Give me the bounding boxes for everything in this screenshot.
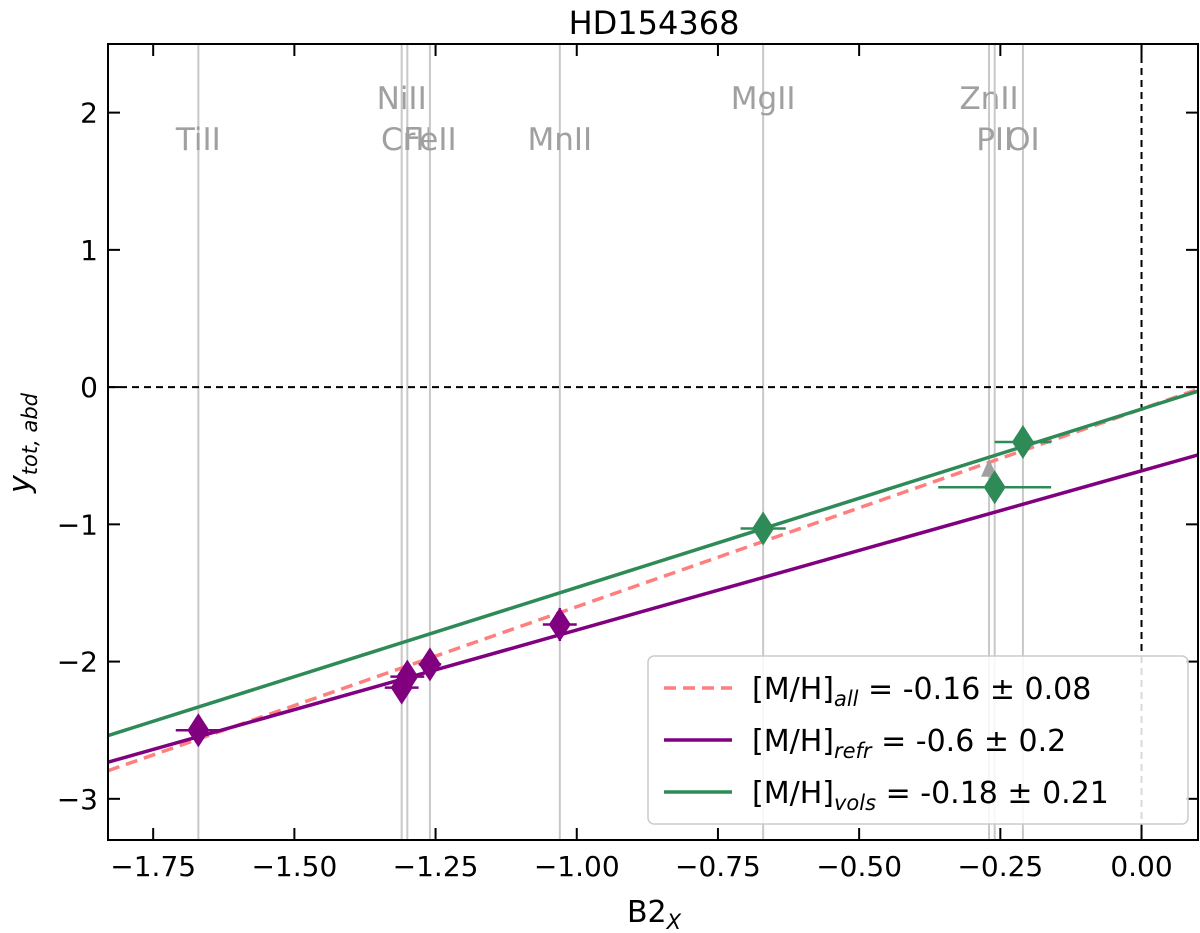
data-point-series-0-4 [548,607,571,642]
y-tick-label: 0 [80,371,98,404]
element-label-oi: OI [1006,122,1040,158]
y-tick-label: −3 [57,783,98,816]
legend-entry-prefix: [M/H] [752,724,834,759]
legend-entry-prefix: [M/H] [752,672,834,707]
y-axis-label-sub: tot, abd [18,392,42,475]
x-tick-label: −0.25 [957,850,1043,883]
data-point-series-1-2 [1011,425,1034,459]
upper-limit-arrow [981,458,998,477]
element-label-tiii: TiII [175,122,221,158]
y-tick-label: 2 [80,97,98,130]
y-tick-label: 1 [80,234,98,267]
x-tick-label: −1.50 [251,850,337,883]
legend-box [647,655,1189,825]
data-point-series-0-0 [187,713,210,748]
x-tick-label: −0.75 [675,850,761,883]
x-axis-label-main: B2 [627,895,667,930]
data-point-series-1-0 [752,511,775,546]
legend-entry-all: [M/H]all = -0.16 ± 0.08 [752,672,1091,711]
legend: [M/H]all = -0.16 ± 0.08[M/H]refr = -0.6 … [647,655,1189,825]
element-label-mnii: MnII [527,122,592,158]
element-label-feii: FeII [403,122,457,158]
plot-frame [107,43,1199,841]
x-tick-label: −0.50 [816,850,902,883]
x-tick-label: −1.75 [110,850,196,883]
chart-title: HD154368 [569,4,740,42]
x-tick-label: 0.00 [1110,850,1172,883]
data-point-series-0-3 [418,647,441,682]
y-tick-label: −1 [57,508,98,541]
axes: −1.75 −1.50 −1.25 −1.00 −0.75 −0.50 −0.25 0.00 −… [57,43,1199,883]
x-axis-label: B2X [627,895,682,933]
legend-entry-value: = -0.18 ± 0.21 [876,776,1109,811]
element-label-znii: ZnII [959,81,1018,117]
element-label-mgii: MgII [731,81,796,117]
y-axis-label: ytot, abd [3,392,42,494]
legend-entry-value: = -0.16 ± 0.08 [859,672,1092,707]
y-axis-label-main: y [3,474,38,494]
legend-entry-value: = -0.6 ± 0.2 [872,724,1067,759]
legend-entry-vols: [M/H]vols = -0.18 ± 0.21 [752,776,1109,815]
element-label-crii: CrII [381,122,434,158]
data-point-series-0-2 [396,659,419,694]
legend-entry-refr: [M/H]refr = -0.6 ± 0.2 [752,724,1066,763]
x-axis-label-sub: X [666,910,682,933]
x-tick-label: −1.00 [534,850,620,883]
legend-entry-subscript: all [834,687,859,711]
x-tick-label: −1.25 [393,850,479,883]
legend-entry-subscript: refr [834,739,873,763]
legend-entry-subscript: vols [834,791,876,815]
data-point-series-1-1 [983,470,1006,505]
legend-entry-prefix: [M/H] [752,776,834,811]
element-label-niii: NiII [377,81,427,117]
element-label-pii: PII [976,122,1013,158]
y-tick-label: −2 [57,646,98,679]
fit-line-refr [108,453,1198,764]
fit-line-all [108,387,1198,773]
